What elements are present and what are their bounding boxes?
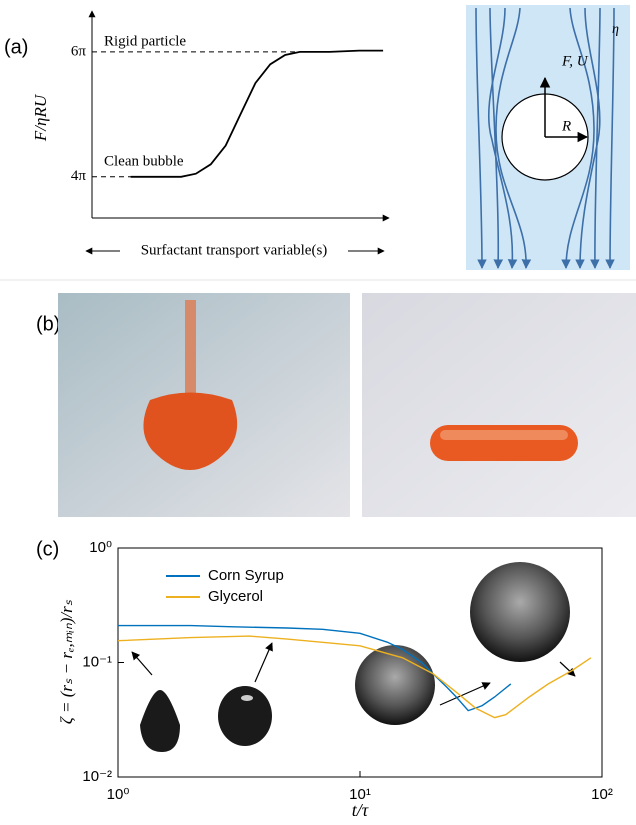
y-axis-label: F/ηRU: [31, 93, 50, 142]
annotation: Rigid particle: [104, 33, 186, 49]
photo: [58, 293, 350, 517]
y-tick-label: 10⁻¹: [82, 653, 112, 670]
panel-label: (b): [36, 313, 60, 335]
y-tick-label: 10⁰: [89, 539, 112, 556]
legend-label: Glycerol: [208, 588, 263, 605]
x-tick-label: 10²: [591, 786, 613, 803]
y-tick-label: 10⁻²: [82, 768, 112, 785]
x-axis-label: Surfactant transport variable(s): [141, 242, 328, 258]
legend-label: Corn Syrup: [208, 567, 284, 584]
label: η: [612, 22, 619, 37]
annotation: Clean bubble: [104, 153, 184, 169]
page: {"panel_labels": ["(a)", "(b)", "(c)"], …: [0, 0, 636, 825]
panel-label: (a): [4, 36, 28, 58]
x-tick-label: 10¹: [349, 786, 371, 803]
photo: [362, 293, 636, 517]
panel-label: (c): [36, 538, 59, 560]
figure: (a) F/ηRU Rigid particle Clean bubble Su…: [0, 0, 636, 825]
label: F, U: [561, 53, 589, 69]
x-tick-label: 10⁰: [107, 786, 130, 803]
flow-diagram: F, U R η: [466, 5, 630, 270]
label: R: [561, 118, 571, 134]
y-tick-label: 4π: [71, 168, 87, 184]
x-axis-label: t/τ: [352, 800, 369, 820]
y-tick-label: 6π: [71, 43, 87, 59]
y-axis-label: ζ = (rₛ − rₑ,ₘᵢₙ)/rₛ: [57, 599, 76, 724]
